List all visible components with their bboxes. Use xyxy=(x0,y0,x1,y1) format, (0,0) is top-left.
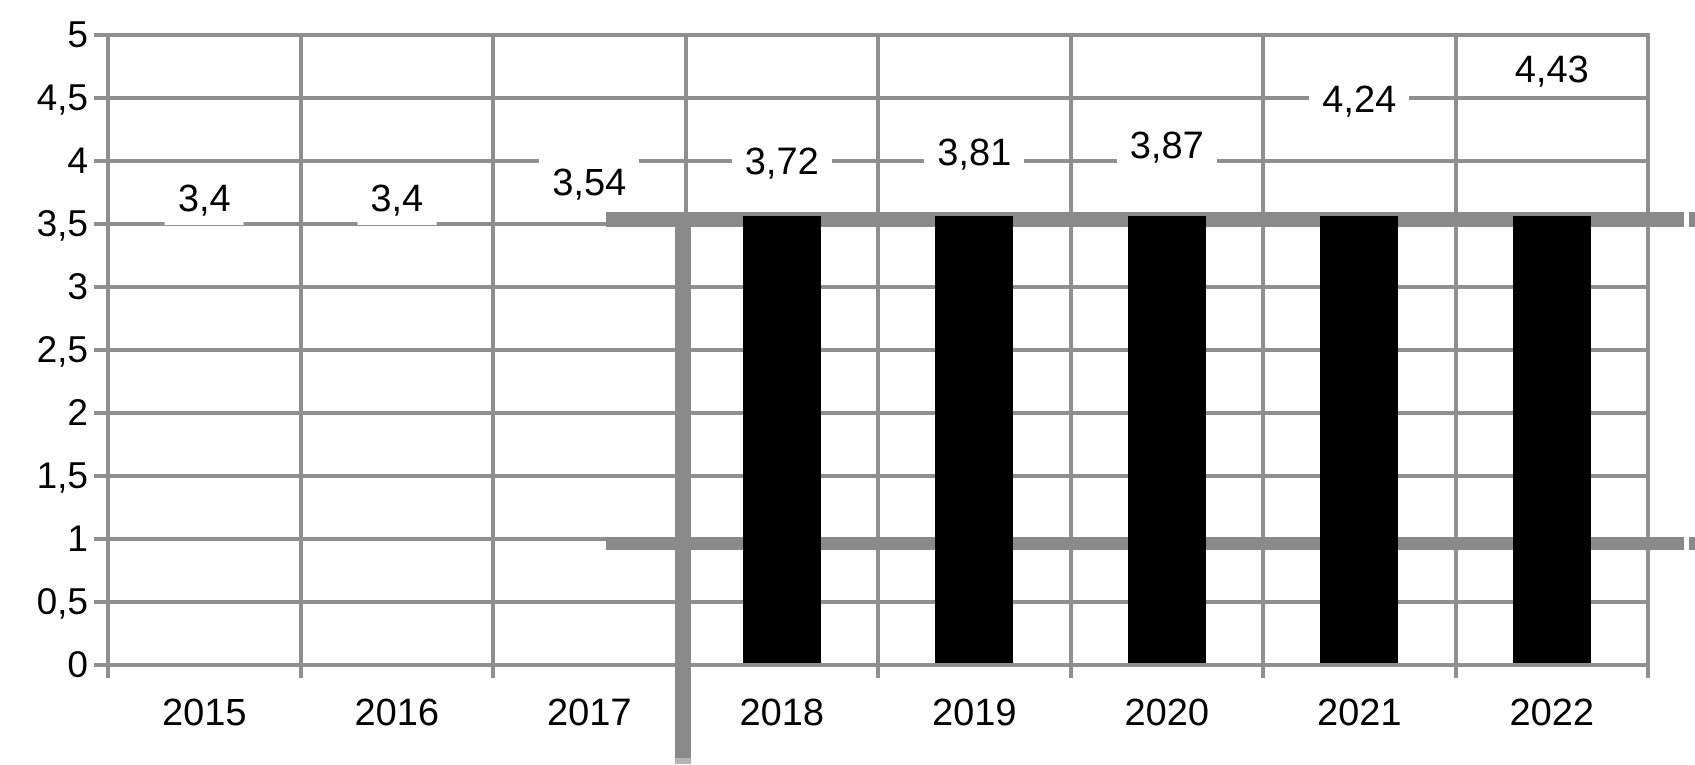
data-label-2017: 3,54 xyxy=(539,156,640,209)
h-gridline xyxy=(94,474,1650,478)
v-gridline xyxy=(1646,33,1650,678)
y-tick-label: 3,5 xyxy=(36,203,88,244)
y-tick-label: 2,5 xyxy=(36,329,88,370)
data-label-2022: 4,43 xyxy=(1501,43,1602,96)
bar-2018 xyxy=(742,216,821,663)
y-tick-label: 5 xyxy=(67,14,88,55)
data-label-2015: 3,4 xyxy=(164,172,244,225)
y-tick-label: 1 xyxy=(67,518,88,559)
y-tick-label: 0 xyxy=(67,644,88,685)
data-label-2016: 3,4 xyxy=(357,172,437,225)
v-gridline xyxy=(106,33,110,678)
data-label-2018: 3,72 xyxy=(731,136,832,189)
x-tick-label-2022: 2022 xyxy=(1509,692,1595,734)
x-tick-label-2021: 2021 xyxy=(1316,692,1402,734)
data-label-2021: 4,24 xyxy=(1309,73,1410,126)
h-gridline xyxy=(94,411,1650,415)
x-tick-label-2019: 2019 xyxy=(931,692,1017,734)
h-gridline xyxy=(94,600,1650,604)
y-tick-label: 2 xyxy=(67,392,88,433)
bar-2020 xyxy=(1127,216,1206,663)
annotation-vline xyxy=(675,212,691,758)
annotation-hline-lower-edge-dash xyxy=(1689,537,1695,550)
x-tick-label-2018: 2018 xyxy=(739,692,825,734)
h-gridline xyxy=(94,96,1650,100)
y-tick-label: 4 xyxy=(67,140,88,181)
y-tick-label: 1,5 xyxy=(36,455,88,496)
v-gridline xyxy=(1261,33,1265,678)
x-tick-label-2015: 2015 xyxy=(161,692,247,734)
annotation-vline-tip xyxy=(675,758,691,764)
data-label-2020: 3,87 xyxy=(1116,120,1217,173)
x-tick-label-2017: 2017 xyxy=(546,692,632,734)
h-gridline xyxy=(94,663,1650,667)
y-tick-label: 0,5 xyxy=(36,581,88,622)
bar-2019 xyxy=(935,216,1014,663)
y-tick-label: 4,5 xyxy=(36,77,88,118)
data-label-2019: 3,81 xyxy=(924,126,1025,179)
v-gridline xyxy=(491,33,495,678)
h-gridline xyxy=(94,348,1650,352)
v-gridline xyxy=(298,33,303,678)
v-gridline xyxy=(1068,33,1073,678)
annotation-hline-upper-edge-dash xyxy=(1689,212,1695,227)
v-gridline xyxy=(876,33,880,678)
bar-2022 xyxy=(1512,216,1591,663)
h-gridline xyxy=(94,159,1650,163)
h-gridline xyxy=(94,33,1650,37)
bar-2021 xyxy=(1320,216,1399,663)
v-gridline xyxy=(1453,33,1458,678)
h-gridline xyxy=(94,285,1650,289)
x-tick-label-2016: 2016 xyxy=(354,692,440,734)
y-tick-label: 3 xyxy=(67,266,88,307)
x-tick-label-2020: 2020 xyxy=(1124,692,1210,734)
